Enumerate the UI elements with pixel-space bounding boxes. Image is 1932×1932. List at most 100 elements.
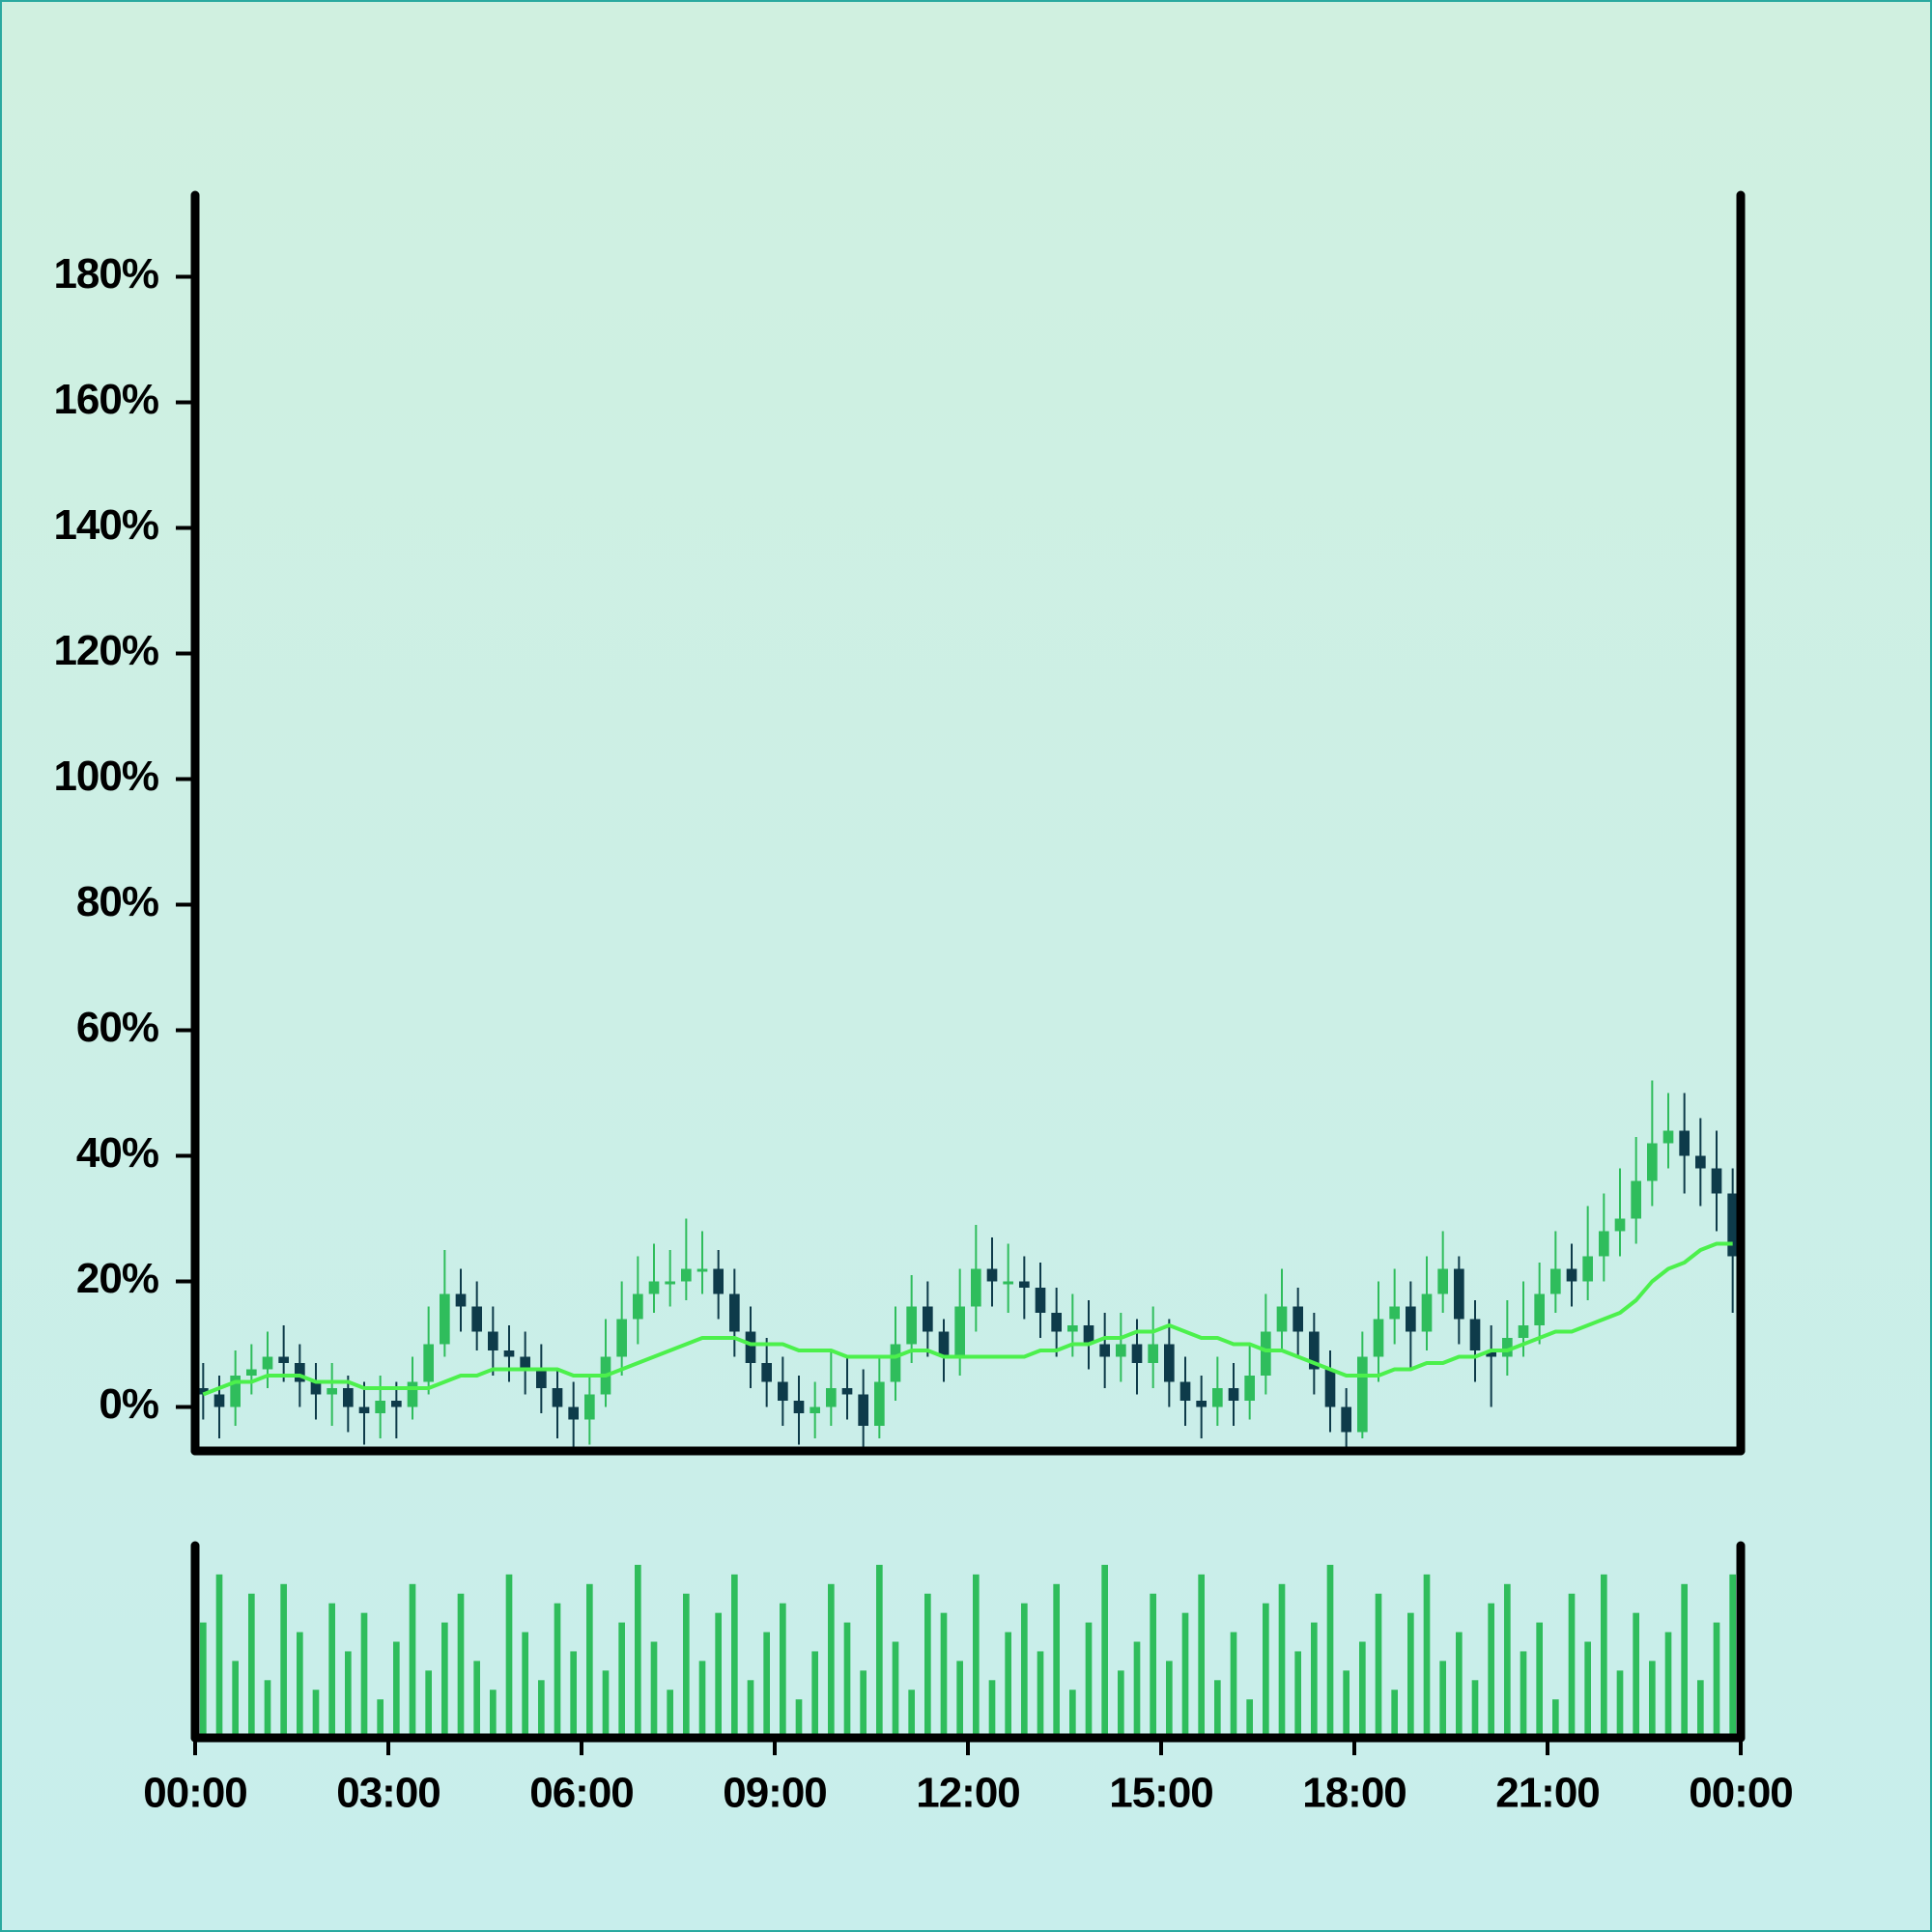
plot-area bbox=[198, 1080, 1738, 1451]
volume-bar bbox=[1729, 1574, 1736, 1738]
candle-body bbox=[568, 1406, 579, 1420]
y-tick-label: 100% bbox=[53, 753, 158, 800]
candle-body bbox=[198, 1388, 209, 1395]
candle-body bbox=[923, 1306, 933, 1332]
candle-body bbox=[1502, 1338, 1513, 1357]
candle-body bbox=[648, 1281, 660, 1294]
candle-body bbox=[1261, 1331, 1271, 1376]
candle-body bbox=[278, 1356, 289, 1363]
x-tick-label: 00:00 bbox=[1689, 1770, 1793, 1817]
volume-bar bbox=[473, 1661, 480, 1738]
volume-bar bbox=[1664, 1632, 1672, 1738]
volume-bar bbox=[1118, 1670, 1124, 1738]
candle-body bbox=[1309, 1331, 1320, 1370]
volume-bar bbox=[409, 1583, 416, 1738]
candle-body bbox=[713, 1268, 724, 1294]
candle-body bbox=[1293, 1306, 1303, 1332]
volume-bar bbox=[1230, 1632, 1237, 1738]
candle-body bbox=[1324, 1369, 1336, 1407]
candle-body bbox=[1099, 1344, 1110, 1357]
volume-bar bbox=[892, 1641, 899, 1738]
volume-bar bbox=[1246, 1699, 1253, 1738]
volume-bar bbox=[1601, 1574, 1607, 1738]
volume-bar bbox=[297, 1632, 303, 1738]
candle-body bbox=[1711, 1168, 1722, 1194]
candle-body bbox=[230, 1376, 241, 1407]
candle-body bbox=[1244, 1376, 1255, 1401]
volume-bar bbox=[973, 1574, 980, 1738]
candle-body bbox=[938, 1331, 950, 1357]
volume-bar bbox=[731, 1574, 738, 1738]
candle-body bbox=[1116, 1344, 1126, 1357]
x-tick-label: 00:00 bbox=[143, 1770, 247, 1817]
candle-body bbox=[1534, 1293, 1545, 1325]
candle-body bbox=[681, 1268, 692, 1282]
x-tick-label: 03:00 bbox=[336, 1770, 440, 1817]
candle-body bbox=[343, 1388, 354, 1407]
volume-bar bbox=[1343, 1670, 1350, 1738]
volume-bar bbox=[747, 1680, 754, 1738]
volume-bar bbox=[1326, 1564, 1334, 1738]
volume-bar bbox=[1214, 1680, 1221, 1738]
y-tick-label: 0% bbox=[99, 1380, 158, 1428]
volume-bar bbox=[1439, 1661, 1446, 1738]
volume-bar bbox=[1488, 1603, 1494, 1738]
candle-body bbox=[633, 1293, 643, 1320]
candle-body bbox=[1389, 1306, 1400, 1320]
candle-body bbox=[665, 1281, 675, 1285]
volume-bar bbox=[876, 1564, 883, 1738]
candle-body bbox=[213, 1394, 225, 1407]
y-tick-label: 40% bbox=[76, 1129, 158, 1177]
volume-bar bbox=[940, 1612, 948, 1738]
volume-bar bbox=[1471, 1680, 1479, 1738]
candle-body bbox=[1454, 1268, 1464, 1320]
candle-body bbox=[1406, 1306, 1416, 1332]
volume-bar bbox=[602, 1670, 610, 1738]
candle-body bbox=[1631, 1180, 1641, 1219]
x-tick-label: 15:00 bbox=[1109, 1770, 1213, 1817]
candle-body bbox=[778, 1381, 788, 1401]
volume-bar bbox=[312, 1690, 320, 1738]
candle-body bbox=[1647, 1143, 1658, 1181]
candle-body bbox=[1727, 1193, 1738, 1257]
candle-body bbox=[584, 1394, 595, 1420]
candle-body bbox=[954, 1306, 965, 1357]
candle-body bbox=[262, 1356, 273, 1370]
candle-body bbox=[1469, 1319, 1481, 1350]
candle-body bbox=[971, 1268, 981, 1307]
volume-bar bbox=[1133, 1641, 1141, 1738]
candle-body bbox=[1421, 1293, 1433, 1332]
candle-body bbox=[1437, 1268, 1448, 1294]
volume-bar bbox=[1037, 1651, 1044, 1738]
candle-body bbox=[793, 1401, 805, 1413]
moving-average-line bbox=[202, 1241, 1733, 1397]
volume-bar bbox=[1198, 1574, 1205, 1738]
candle-body bbox=[503, 1350, 515, 1357]
volume-bar bbox=[1263, 1603, 1269, 1738]
candle-body bbox=[1695, 1155, 1706, 1169]
volume-bar bbox=[618, 1622, 625, 1738]
volume-bar bbox=[1181, 1612, 1189, 1738]
volume-bar bbox=[1407, 1612, 1414, 1738]
candle-body bbox=[1019, 1281, 1030, 1288]
candle-body bbox=[440, 1293, 450, 1345]
candle-body bbox=[1373, 1319, 1384, 1357]
volume-bar bbox=[377, 1699, 384, 1738]
volume-bar bbox=[538, 1680, 545, 1738]
volume-bar bbox=[1053, 1583, 1060, 1738]
volume-bar bbox=[1697, 1680, 1704, 1738]
volume-bar bbox=[683, 1593, 690, 1738]
volume-bar bbox=[811, 1651, 818, 1738]
candle-body bbox=[455, 1293, 467, 1307]
candle-body bbox=[761, 1363, 772, 1382]
volume-bar bbox=[1681, 1583, 1688, 1738]
volume-bar bbox=[1101, 1564, 1108, 1738]
volume-bar bbox=[586, 1583, 593, 1738]
volume-bar bbox=[1713, 1622, 1720, 1738]
candle-body bbox=[1212, 1388, 1223, 1407]
volume-bar bbox=[1536, 1622, 1543, 1738]
volume-bar bbox=[1456, 1632, 1463, 1738]
volume-bar bbox=[828, 1583, 835, 1738]
candle-body bbox=[310, 1381, 322, 1395]
volume-bar bbox=[956, 1661, 963, 1738]
